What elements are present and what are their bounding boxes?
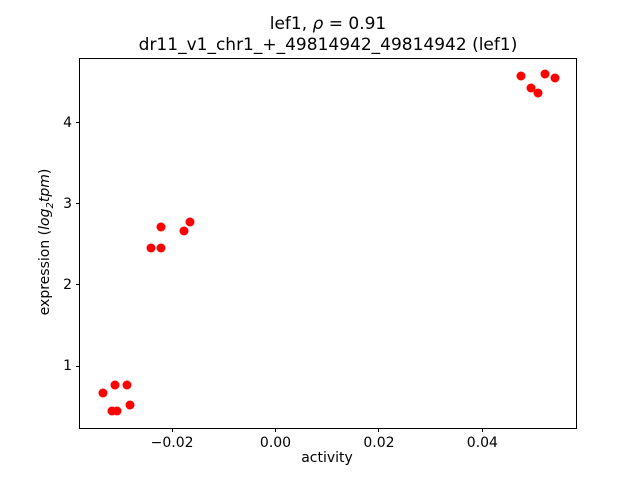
x-tick-label: −0.02 [150,435,194,451]
x-axis-label: activity [301,450,353,466]
chart-title-line1: lef1, ρ = 0.91 [80,14,576,35]
data-point [125,400,135,410]
data-point [122,380,132,390]
ylabel-tpm: tpm [37,174,53,203]
x-tick [171,428,173,432]
y-axis-label: expression (log2tpm) [37,168,56,316]
title-gene-text: lef1, [269,14,313,34]
data-point [540,69,550,79]
y-tick-label: 3 [63,195,72,212]
data-point [107,406,117,416]
y-tick-label: 1 [63,358,72,375]
data-point [112,406,122,416]
plot-area: −0.02 0.00 0.02 0.04 1 2 3 4 [63,58,577,451]
x-tick [275,428,276,432]
x-tick [481,428,483,432]
chart-subtitle: dr11_v1_chr1_+_49814942_49814942 (lef1) [138,35,518,55]
data-point [110,380,120,390]
chart-title: lef1, ρ = 0.91 dr11_v1_chr1_+_49814942_4… [80,14,576,56]
y-tick [76,122,80,124]
title-rho-symbol: ρ [312,14,324,34]
y-tick-label: 4 [63,114,72,131]
y-tick [76,203,80,205]
data-point [533,88,543,98]
y-tick [76,365,80,367]
data-point [179,226,189,236]
y-tick [76,284,80,286]
data-point [156,243,166,253]
data-point [156,222,166,232]
x-tick-label: 0.00 [259,435,292,451]
data-point [98,388,108,398]
ylabel-prefix: expression ( [37,229,53,316]
title-correlation-value: = 0.91 [323,14,387,34]
data-point [185,217,195,227]
x-tick-label: 0.04 [466,435,498,451]
data-point [550,73,560,83]
ylabel-log-subscript: 2 [44,202,56,209]
ylabel-log: log [37,208,53,230]
x-tick [378,428,380,432]
data-point [526,83,536,93]
y-tick-label: 2 [63,276,72,293]
x-tick-label: 0.02 [363,435,395,451]
ylabel-suffix: ) [37,168,53,175]
data-point [146,243,156,253]
data-point [516,71,526,81]
